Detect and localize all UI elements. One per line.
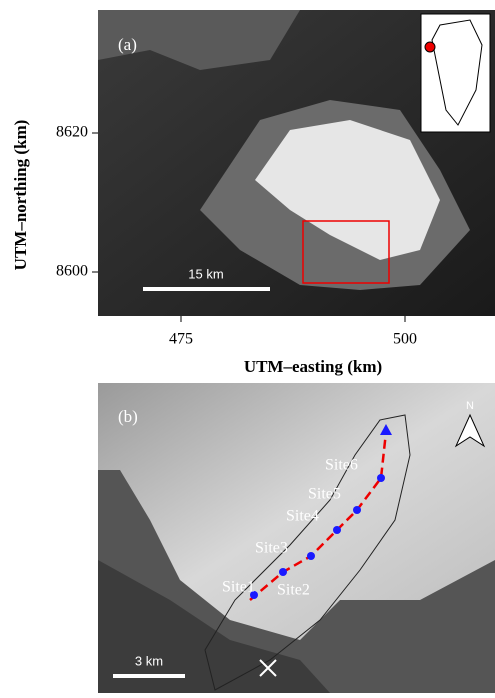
scale-label: 3 km [135,653,163,668]
y-axis-label: UTM–northing (km) [11,120,30,271]
site-marker [279,568,287,576]
north-label: N [466,400,474,412]
site-label: Site2 [277,582,310,599]
site-marker [353,506,361,514]
site-marker [307,552,315,560]
y-tick-label: 8620 [56,124,88,141]
location-marker [425,42,435,52]
x-tick-label: 500 [393,331,417,348]
x-axis-label: UTM–easting (km) [244,357,382,376]
scale-label: 15 km [188,266,223,281]
site-label: Site4 [286,508,319,525]
site-marker [333,526,341,534]
page: 15 km (a) 8620 8600 475 500 UTM–easting … [0,0,495,693]
x-tick-label: 475 [169,331,193,348]
panel-label: (b) [118,407,138,426]
site-marker [377,474,385,482]
panel-a: 15 km (a) 8620 8600 475 500 UTM–easting … [11,10,495,376]
figure: 15 km (a) 8620 8600 475 500 UTM–easting … [0,0,495,693]
y-tick-label: 8600 [56,263,88,280]
panel-b: Site1 Site2 Site3 Site4 Site5 Site6 (b) … [98,383,495,693]
site-label: Site1 [222,579,255,596]
panel-label: (a) [118,35,137,54]
site-label: Site5 [308,486,341,503]
site-label: Site6 [325,457,358,474]
site-label: Site3 [255,540,288,557]
